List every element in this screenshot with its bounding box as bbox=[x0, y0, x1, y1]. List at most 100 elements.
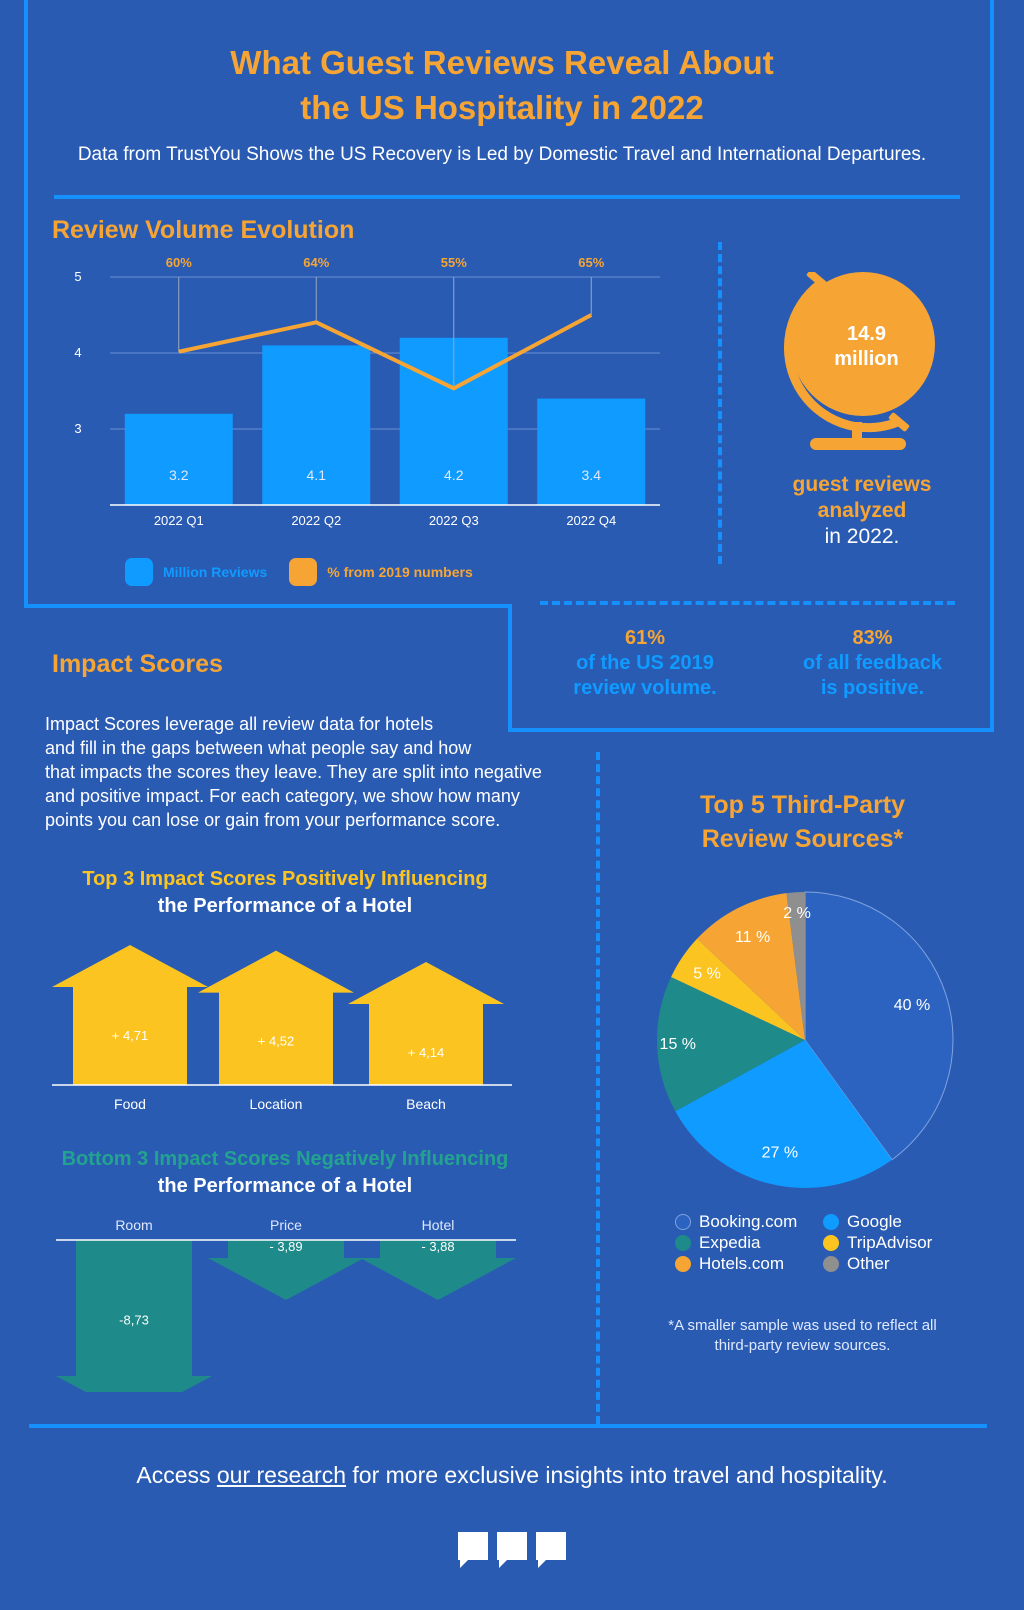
negative-arrow bbox=[208, 1240, 364, 1300]
review-volume-heading: Review Volume Evolution bbox=[52, 216, 355, 244]
divider-dashed-stats bbox=[540, 601, 955, 605]
sources-pie-chart: 40 % 27 % 15 % 5 % 11 % 2 % bbox=[657, 891, 954, 1188]
frame-mid-h bbox=[24, 604, 511, 608]
footer-text: Access our research for more exclusive i… bbox=[0, 1462, 1024, 1489]
footer-post: for more exclusive insights into travel … bbox=[346, 1462, 888, 1488]
y-tick-label: 5 bbox=[74, 269, 81, 284]
line-value-label: 55% bbox=[441, 255, 467, 270]
legend-item-booking: Booking.com bbox=[675, 1212, 823, 1232]
negative-heading-line-2: the Performance of a Hotel bbox=[157, 1175, 413, 1197]
bar-value-label: 3.2 bbox=[169, 467, 189, 483]
globe-stat-value: 14.9 million bbox=[794, 322, 939, 372]
line-value-label: 65% bbox=[578, 255, 604, 270]
negative-impact-chart: -8,73 Room - 3,89 Price - 3,88 Hotel bbox=[56, 1217, 516, 1392]
bar-value-label: 4.2 bbox=[444, 467, 464, 483]
frame-mid-v bbox=[508, 604, 512, 732]
impact-description-line: Impact Scores leverage all review data f… bbox=[45, 714, 434, 734]
pie-slice-label: 5 % bbox=[693, 965, 721, 982]
page-title: What Guest Reviews Reveal About the US H… bbox=[0, 40, 1004, 130]
impact-description-line: that impacts the scores they leave. They… bbox=[45, 762, 542, 782]
frame-top-right bbox=[990, 0, 994, 732]
pie-slice-label: 2 % bbox=[783, 905, 811, 922]
divider-dashed-globe bbox=[718, 242, 722, 564]
legend-item-line: % from 2019 numbers bbox=[289, 558, 473, 586]
legend-label: Google bbox=[847, 1212, 902, 1231]
legend-dot bbox=[675, 1235, 691, 1251]
sources-heading-line-1: Top 5 Third-Party bbox=[699, 791, 906, 819]
legend-swatch-bars bbox=[125, 558, 153, 586]
category-label: 2022 Q1 bbox=[154, 513, 204, 528]
arrow-category-label: Location bbox=[250, 1096, 303, 1110]
arrow-value-label: -8,73 bbox=[119, 1312, 149, 1327]
pie-slice bbox=[671, 938, 805, 1040]
negative-arrow bbox=[360, 1240, 516, 1300]
stat-line-2: is positive. bbox=[820, 677, 925, 699]
pie-slice-label: 27 % bbox=[762, 1145, 798, 1162]
arrow-category-label: Room bbox=[115, 1217, 152, 1233]
globe-caption-line-3: in 2022. bbox=[824, 525, 900, 548]
globe-icon bbox=[783, 272, 935, 450]
globe-caption-line-1: guest reviews bbox=[792, 473, 932, 496]
arrow-category-label: Beach bbox=[406, 1096, 446, 1110]
sources-heading: Top 5 Third-Party Review Sources* bbox=[630, 788, 975, 856]
positive-heading-line-2: the Performance of a Hotel bbox=[157, 895, 413, 917]
legend-label-line: % from 2019 numbers bbox=[327, 564, 473, 580]
footer-pre: Access bbox=[136, 1462, 217, 1488]
positive-heading-line-1: Top 3 Impact Scores Positively Influenci… bbox=[82, 868, 488, 890]
category-label: 2022 Q2 bbox=[291, 513, 341, 528]
positive-impact-chart: + 4,71 Food + 4,52 Location + 4,14 Beach bbox=[52, 945, 512, 1110]
legend-dot bbox=[675, 1256, 691, 1272]
impact-description: Impact Scores leverage all review data f… bbox=[45, 712, 590, 832]
stat-value: 61% bbox=[624, 627, 666, 649]
divider-dashed-lower bbox=[596, 752, 600, 1424]
y-tick-label: 3 bbox=[74, 421, 81, 436]
sources-footnote: *A smaller sample was used to reflect al… bbox=[630, 1316, 975, 1356]
legend-dot bbox=[823, 1214, 839, 1230]
positive-arrow bbox=[348, 961, 504, 1085]
arrow-value-label: - 3,89 bbox=[269, 1239, 302, 1254]
bar-value-label: 3.4 bbox=[582, 467, 602, 483]
legend-label: Expedia bbox=[699, 1233, 761, 1252]
speech-bubble-logo-icon bbox=[458, 1532, 566, 1568]
impact-description-line: points you can lose or gain from your pe… bbox=[45, 810, 501, 830]
legend-dot bbox=[823, 1235, 839, 1251]
bar bbox=[124, 413, 233, 505]
legend-label: Other bbox=[847, 1254, 890, 1273]
footer-divider bbox=[29, 1424, 987, 1428]
frame-mid-bottom bbox=[508, 728, 994, 732]
arrow-category-label: Food bbox=[114, 1096, 146, 1110]
arrow-value-label: + 4,71 bbox=[112, 1028, 149, 1043]
line-value-label: 60% bbox=[166, 255, 192, 270]
line-value-label: 64% bbox=[303, 255, 329, 270]
impact-description-line: and positive impact. For each category, … bbox=[45, 786, 520, 806]
stat-positive-feedback: 83% of all feedback is positive. bbox=[770, 626, 975, 701]
pie-slice bbox=[657, 976, 805, 1112]
positive-impact-heading: Top 3 Impact Scores Positively Influenci… bbox=[40, 866, 530, 920]
page-subtitle: Data from TrustYou Shows the US Recovery… bbox=[77, 144, 927, 165]
arrow-value-label: - 3,88 bbox=[421, 1239, 454, 1254]
impact-heading: Impact Scores bbox=[52, 650, 223, 678]
title-line-2: the US Hospitality in 2022 bbox=[300, 89, 704, 126]
category-label: 2022 Q3 bbox=[429, 513, 479, 528]
sources-heading-line-2: Review Sources* bbox=[701, 825, 904, 853]
globe-caption-line-2: analyzed bbox=[817, 499, 907, 522]
legend-dot bbox=[675, 1214, 691, 1230]
bar bbox=[262, 345, 371, 505]
negative-heading-line-1: Bottom 3 Impact Scores Negatively Influe… bbox=[61, 1148, 509, 1170]
pie-slice bbox=[804, 891, 954, 1161]
globe-stat-value-line-1: 14.9 bbox=[847, 323, 886, 345]
globe-stat-caption: guest reviews analyzed in 2022. bbox=[742, 472, 982, 550]
bar bbox=[537, 398, 646, 505]
stat-line-2: review volume. bbox=[573, 677, 717, 699]
frame-top-left bbox=[24, 0, 28, 606]
research-link[interactable]: our research bbox=[216, 1462, 347, 1488]
globe-stat-value-line-2: million bbox=[834, 348, 899, 370]
arrow-category-label: Price bbox=[270, 1217, 302, 1233]
pie-slice-label: 11 % bbox=[735, 929, 770, 946]
legend-dot bbox=[823, 1256, 839, 1272]
stat-review-volume: 61% of the US 2019 review volume. bbox=[545, 626, 745, 701]
arrow-category-label: Hotel bbox=[422, 1217, 455, 1233]
stat-line-1: of the US 2019 bbox=[576, 652, 714, 674]
footnote-line-1: *A smaller sample was used to reflect al… bbox=[668, 1317, 937, 1334]
negative-arrow bbox=[56, 1240, 212, 1392]
